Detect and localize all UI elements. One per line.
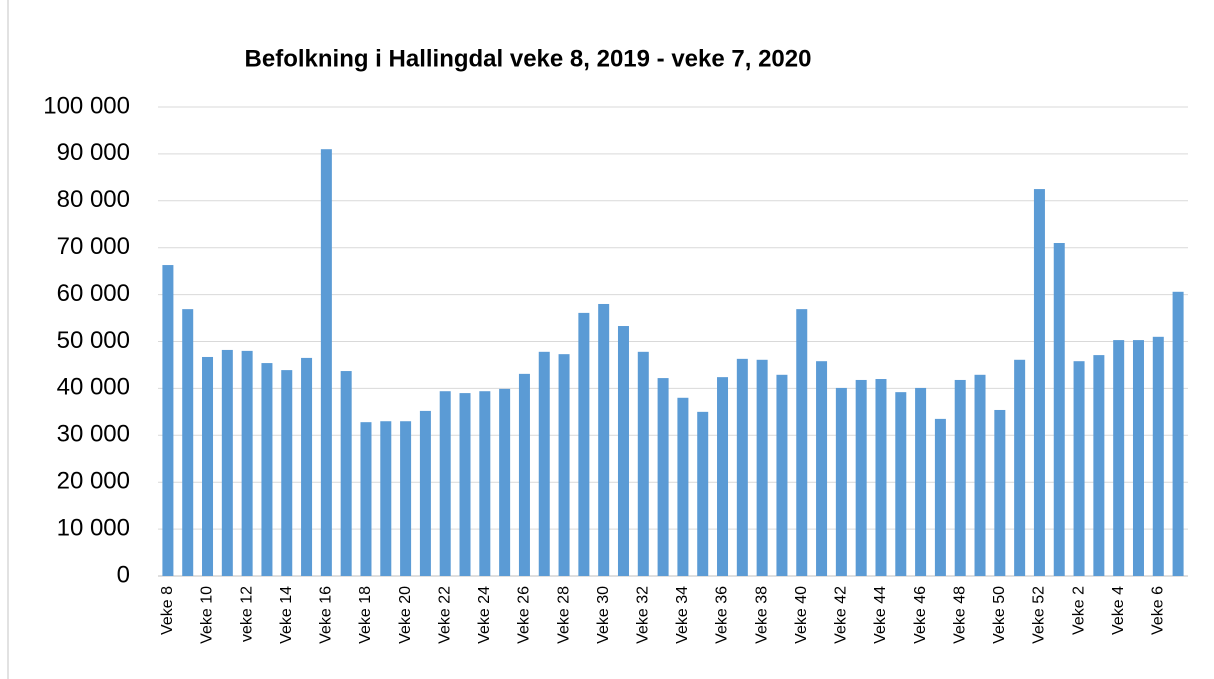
x-tick-label: Veke 30 <box>595 586 612 644</box>
x-tick-label: Veke 32 <box>635 586 652 644</box>
bar <box>1113 340 1125 576</box>
bar <box>1073 361 1085 576</box>
bar <box>221 349 233 576</box>
bar <box>677 397 689 576</box>
bar <box>736 358 748 576</box>
bar <box>202 356 214 576</box>
x-tick-label: Veke 40 <box>793 586 810 644</box>
y-tick-label: 80 000 <box>57 186 130 213</box>
x-tick-label: Veke 2 <box>1070 586 1087 635</box>
x-tick-label: veke 12 <box>238 586 255 642</box>
y-tick-label: 60 000 <box>57 280 130 307</box>
bar <box>915 387 927 576</box>
bar <box>419 410 431 576</box>
bar <box>855 379 867 576</box>
x-tick-label: Veke 6 <box>1150 586 1167 635</box>
bar <box>1172 291 1184 576</box>
bar <box>974 374 986 576</box>
x-tick-label: Veke 14 <box>278 586 295 644</box>
bar <box>479 391 491 576</box>
y-tick-label: 0 <box>117 561 130 588</box>
x-tick-label: Veke 34 <box>674 586 691 644</box>
x-tick-label: Veke 26 <box>516 586 533 644</box>
bar <box>241 350 253 576</box>
x-tick-label: Veke 38 <box>753 586 770 644</box>
bar <box>182 309 194 576</box>
bar <box>400 421 412 576</box>
bar <box>518 373 530 576</box>
bar <box>657 378 669 576</box>
y-tick-label: 100 000 <box>43 92 130 119</box>
bar <box>558 354 570 576</box>
y-tick-label: 90 000 <box>57 139 130 166</box>
y-tick-label: 50 000 <box>57 327 130 354</box>
bar <box>360 422 372 576</box>
bar <box>301 357 313 576</box>
bar <box>835 387 847 576</box>
bar <box>776 374 788 576</box>
bar <box>598 303 610 576</box>
bar <box>1093 355 1105 576</box>
x-tick-label: Veke 46 <box>912 586 929 644</box>
bar <box>954 379 966 576</box>
x-tick-label: Veke 28 <box>555 586 572 644</box>
bar <box>439 391 451 576</box>
bar <box>1132 340 1144 576</box>
bar <box>320 149 332 576</box>
bar <box>994 409 1006 576</box>
y-tick-label: 30 000 <box>57 421 130 448</box>
bar <box>578 312 590 576</box>
bar <box>637 351 649 576</box>
x-tick-label: Veke 48 <box>951 586 968 644</box>
x-tick-label: Veke 8 <box>159 586 176 635</box>
x-tick-label: Veke 52 <box>1031 586 1048 644</box>
bar <box>697 411 709 576</box>
bar <box>717 377 729 576</box>
bar <box>756 359 768 576</box>
y-tick-label: 70 000 <box>57 233 130 260</box>
bar <box>1053 243 1065 576</box>
x-tick-label: Veke 20 <box>397 586 414 644</box>
bar <box>459 393 471 576</box>
x-tick-label: Veke 50 <box>991 586 1008 644</box>
x-tick-label: Veke 24 <box>476 586 493 644</box>
bar <box>895 392 907 576</box>
chart-title: Befolkning i Hallingdal veke 8, 2019 - v… <box>245 45 812 72</box>
bar <box>934 418 946 576</box>
bar <box>380 421 392 576</box>
x-tick-label: Veke 10 <box>199 586 216 644</box>
bar <box>340 371 352 576</box>
bar <box>162 265 174 576</box>
x-tick-label: Veke 36 <box>714 586 731 644</box>
bar <box>796 309 808 576</box>
bar <box>1152 336 1164 576</box>
x-tick-label: Veke 44 <box>872 586 889 644</box>
bar <box>281 370 293 576</box>
x-tick-label: Veke 4 <box>1110 586 1127 635</box>
bar <box>875 379 887 576</box>
y-tick-label: 10 000 <box>57 514 130 541</box>
bar <box>617 326 629 576</box>
bar <box>816 361 828 576</box>
y-tick-label: 40 000 <box>57 374 130 401</box>
x-tick-label: Veke 16 <box>318 586 335 644</box>
y-tick-label: 20 000 <box>57 468 130 495</box>
x-tick-label: Veke 42 <box>833 586 850 644</box>
bar <box>538 351 550 576</box>
bar <box>1033 189 1045 576</box>
bar <box>499 388 511 576</box>
bar <box>261 363 273 576</box>
x-tick-label: Veke 18 <box>357 586 374 644</box>
x-tick-label: Veke 22 <box>436 586 453 644</box>
bar <box>1014 359 1026 576</box>
